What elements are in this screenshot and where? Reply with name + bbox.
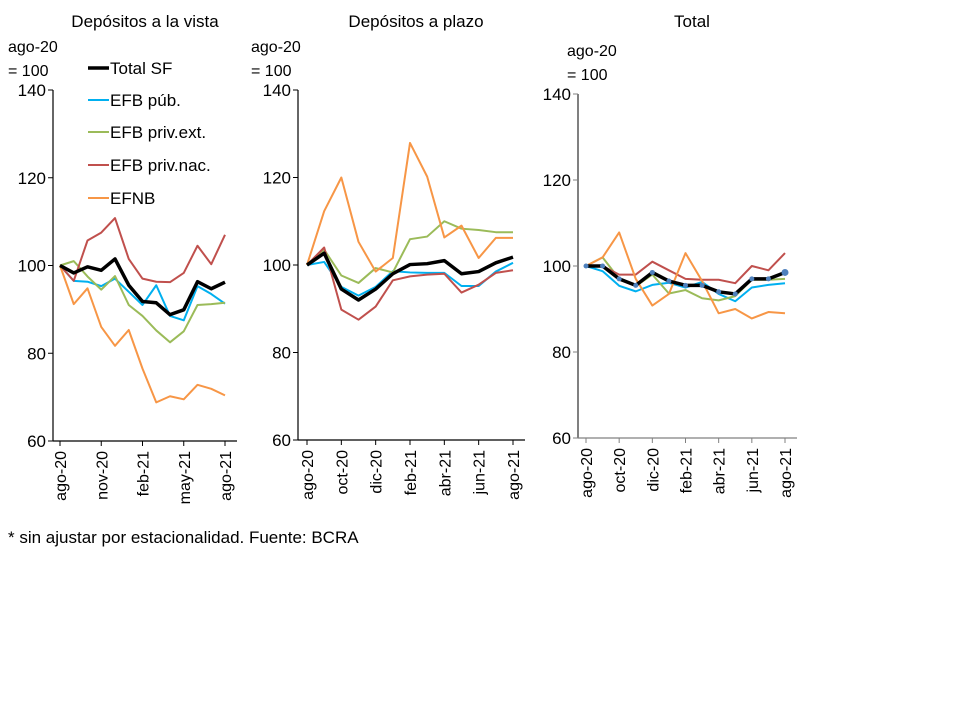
series-line-efb-p-b- — [59, 264, 226, 322]
y-tick-label: 80 — [552, 343, 571, 362]
panel-title: Total — [674, 12, 710, 31]
y-tick-label: 140 — [543, 85, 571, 104]
series-line-efb-priv-nac- — [59, 217, 226, 284]
panel-1: Depósitos a la vista ago-20 = 100 60 80 100 12… — [8, 12, 237, 504]
series-line-efnb — [585, 231, 786, 320]
x-tick-label: may-21 — [177, 451, 194, 504]
series-line-efnb — [59, 265, 226, 404]
data-point — [749, 276, 755, 282]
x-tick-label: abr-21 — [712, 448, 729, 494]
x-tick-label: dic-20 — [645, 448, 662, 492]
data-point — [716, 289, 722, 295]
x-tick-label: oct-20 — [334, 450, 351, 495]
panel-2: Depósitos a plazo ago-20 = 100 60 80 100 120 14… — [251, 12, 525, 500]
y-tick-label: 60 — [272, 431, 291, 450]
panel-title: Depósitos a plazo — [348, 12, 483, 31]
data-point — [649, 269, 655, 275]
y-tick-label: 120 — [18, 169, 46, 188]
y-tick-label: 120 — [263, 169, 291, 188]
x-tick-label: ago-20 — [579, 448, 596, 498]
series-line-efb-priv-nac- — [586, 252, 786, 285]
y-tick-label: 120 — [543, 171, 571, 190]
data-point — [699, 282, 705, 288]
x-tick-label: jun-21 — [745, 448, 762, 494]
legend-label: EFB púb. — [110, 91, 181, 110]
data-point — [616, 276, 622, 282]
footnote: * sin ajustar por estacionalidad. Fuente… — [8, 528, 359, 547]
data-point — [600, 263, 606, 269]
x-tick-label: jun-21 — [472, 450, 489, 496]
panel-3: Total ago-20 = 100 60 80 100 120 140 ago-20 oct-2… — [543, 12, 797, 498]
x-tick-label: oct-20 — [612, 448, 629, 493]
x-tick-label: feb-21 — [679, 448, 696, 493]
x-tick-label: nov-20 — [94, 451, 111, 500]
x-tick-label: feb-21 — [403, 450, 420, 495]
x-tick-label: dic-20 — [369, 450, 386, 494]
y-tick-label: 80 — [272, 344, 291, 363]
x-tick-label: ago-20 — [300, 450, 317, 500]
y-tick-label: 80 — [27, 344, 46, 363]
y-unit-label: ago-20 — [8, 39, 58, 56]
x-tick-label: ago-21 — [218, 451, 235, 501]
x-tick-label: abr-21 — [437, 450, 454, 496]
data-point — [583, 263, 589, 269]
series-line-efb-priv-ext- — [59, 260, 226, 344]
series-line-efnb — [306, 141, 513, 273]
series-line-total-sf — [59, 257, 226, 317]
x-tick-label: ago-21 — [778, 448, 795, 498]
data-point — [633, 282, 639, 288]
data-point — [683, 282, 688, 288]
legend-label: EFNB — [110, 189, 155, 208]
y-unit-label: = 100 — [251, 63, 292, 80]
x-tick-label: ago-21 — [506, 450, 523, 500]
y-tick-label: 60 — [27, 432, 46, 451]
panel-title: Depósitos a la vista — [71, 12, 219, 31]
y-unit-label: = 100 — [567, 67, 608, 84]
y-unit-label: ago-20 — [567, 43, 617, 60]
y-tick-label: 140 — [18, 81, 46, 100]
y-tick-label: 100 — [543, 257, 571, 276]
y-unit-label: = 100 — [8, 63, 49, 80]
legend-label: Total SF — [110, 59, 172, 78]
data-point — [765, 276, 771, 282]
y-tick-label: 140 — [263, 81, 291, 100]
y-tick-label: 100 — [18, 257, 46, 276]
y-tick-label: 60 — [552, 429, 571, 448]
x-tick-label: ago-20 — [53, 451, 70, 501]
x-tick-label: feb-21 — [136, 451, 153, 496]
data-point — [666, 278, 672, 284]
series-line-efb-priv-ext- — [306, 220, 513, 284]
data-point — [732, 291, 738, 297]
legend: Total SF EFB púb. EFB priv.ext. EFB priv.na… — [88, 59, 211, 208]
y-unit-label: ago-20 — [251, 39, 301, 56]
legend-label: EFB priv.nac. — [110, 156, 211, 175]
data-point — [781, 268, 789, 276]
y-tick-label: 100 — [263, 256, 291, 275]
series-line-total-sf — [306, 251, 514, 302]
legend-label: EFB priv.ext. — [110, 123, 206, 142]
series-line-efb-priv-nac- — [306, 246, 514, 321]
